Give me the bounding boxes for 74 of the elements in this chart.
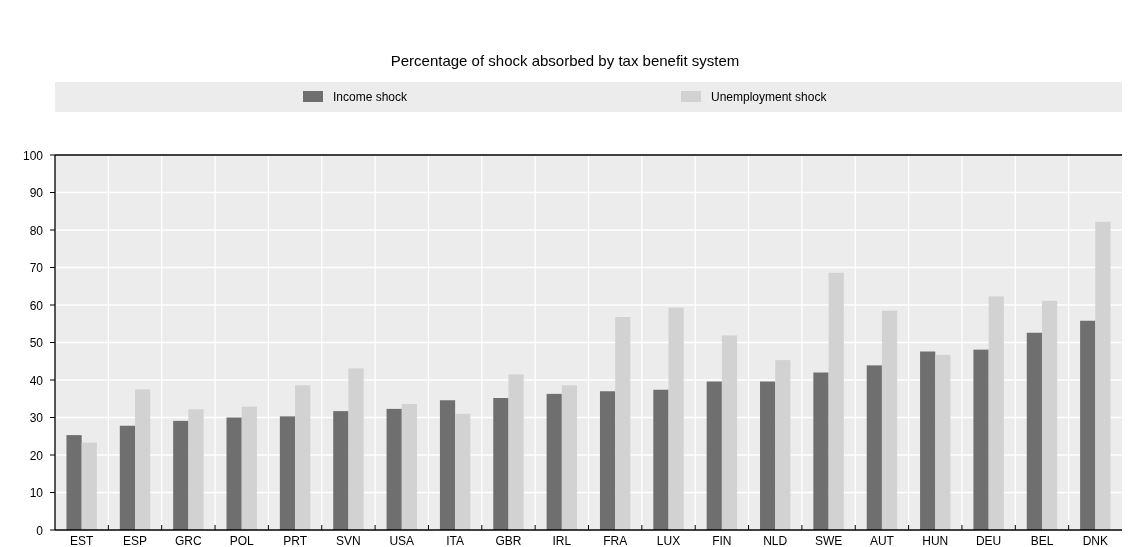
x-tick-label: SWE — [814, 534, 843, 547]
y-tick-label: 0 — [36, 523, 44, 538]
bar — [668, 307, 684, 530]
x-tick-label: FIN — [712, 534, 732, 547]
bar — [599, 391, 616, 530]
legend-label: Unemployment shock — [711, 90, 828, 104]
bar — [386, 408, 402, 530]
bar — [546, 393, 562, 530]
bar — [508, 374, 524, 530]
bar — [920, 351, 936, 530]
bar — [493, 398, 509, 530]
y-tick-label: 80 — [29, 223, 44, 238]
bar — [1026, 332, 1042, 530]
bar — [333, 411, 349, 530]
y-tick-label: 10 — [29, 486, 44, 500]
y-tick-label: 30 — [29, 411, 44, 425]
bar — [653, 389, 669, 530]
bar — [295, 385, 311, 530]
bar — [561, 385, 578, 530]
y-tick-label: 20 — [29, 448, 44, 463]
bar — [348, 368, 364, 530]
bar — [439, 400, 456, 530]
x-tick-label: IRL — [552, 534, 572, 547]
x-tick-label: BEL — [1030, 534, 1054, 547]
legend-label: Income shock — [333, 90, 409, 104]
x-tick-label: SVN — [336, 534, 361, 547]
y-tick-label: 50 — [29, 336, 44, 350]
bar — [935, 354, 951, 530]
x-tick-label: POL — [229, 534, 255, 547]
bar — [135, 389, 151, 530]
x-tick-label: ITA — [446, 534, 465, 547]
y-tick-label: 90 — [29, 186, 44, 200]
bar — [866, 365, 882, 530]
x-tick-label: FRA — [603, 534, 628, 547]
bar — [881, 310, 898, 530]
bar — [455, 413, 471, 530]
bar — [1095, 221, 1111, 530]
x-tick-label: NLD — [763, 534, 788, 547]
x-tick-label: EST — [70, 534, 95, 547]
bar — [615, 317, 631, 530]
y-tick-label: 100 — [22, 148, 44, 163]
bar — [226, 417, 242, 530]
bar — [760, 381, 776, 530]
x-tick-label: USA — [389, 534, 415, 547]
bar — [775, 360, 791, 530]
x-tick-label: PRT — [283, 534, 308, 547]
bar — [241, 406, 257, 530]
x-tick-label: GRC — [175, 534, 203, 547]
bar — [66, 435, 82, 530]
x-tick-label: AUT — [869, 534, 895, 547]
bar — [188, 409, 204, 530]
bar — [119, 425, 136, 530]
bar — [279, 416, 296, 530]
y-tick-label: 70 — [29, 261, 44, 275]
x-tick-label: DEU — [975, 534, 1002, 547]
bar — [1080, 320, 1096, 530]
bar — [81, 442, 97, 530]
x-tick-label: GBR — [495, 534, 522, 547]
bar — [173, 420, 189, 530]
x-tick-label: DNK — [1082, 534, 1108, 547]
bar — [1041, 300, 1058, 530]
bar — [401, 404, 417, 530]
chart-title: Percentage of shock absorbed by tax benefit system — [390, 52, 740, 69]
y-tick-label: 60 — [29, 298, 44, 313]
bar — [828, 272, 844, 530]
y-tick-label: 40 — [29, 373, 44, 388]
bar — [706, 381, 722, 530]
bar — [813, 372, 829, 530]
x-tick-label: ESP — [123, 534, 148, 547]
bar — [973, 349, 989, 530]
bar — [988, 296, 1004, 530]
x-tick-label: LUX — [656, 534, 681, 547]
x-tick-label: HUN — [922, 534, 949, 547]
bar — [721, 335, 738, 530]
